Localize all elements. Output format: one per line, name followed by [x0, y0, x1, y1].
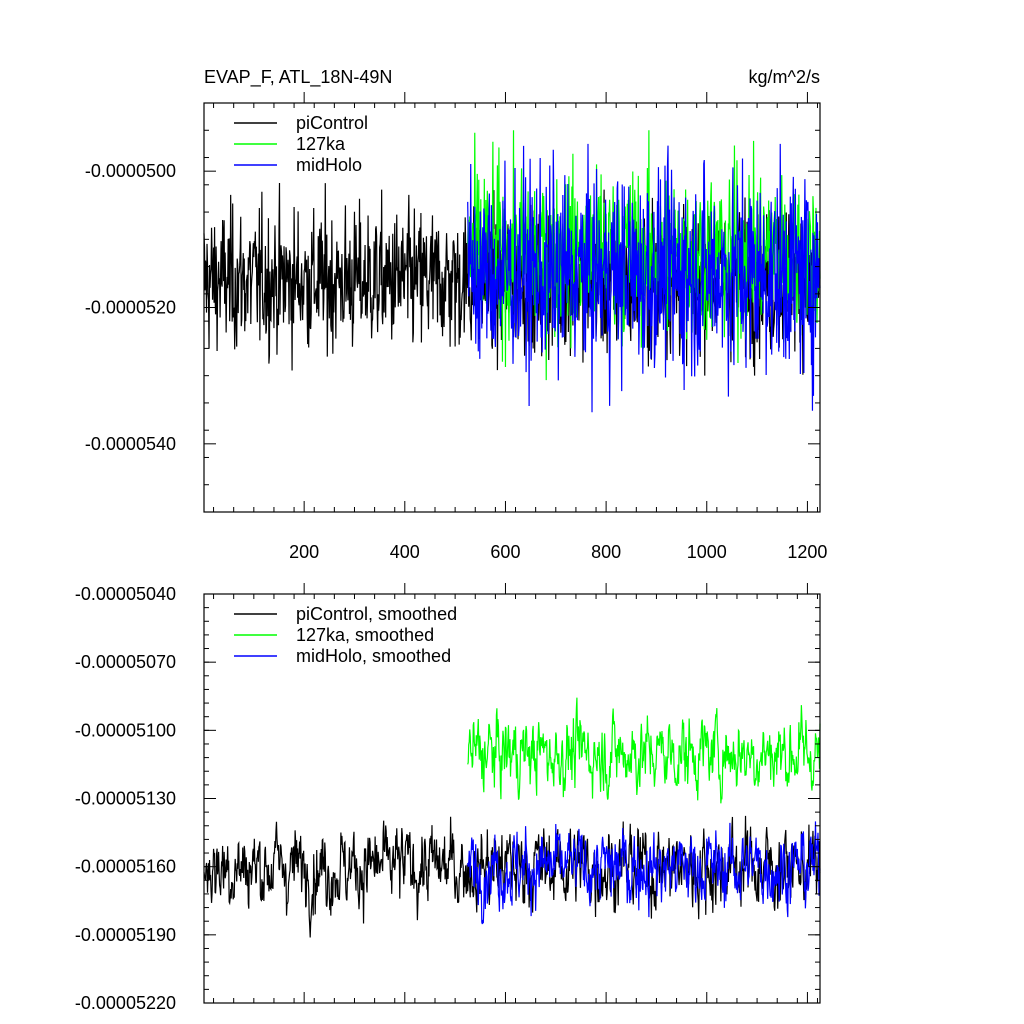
y-tick-label: -0.0000500 [85, 161, 176, 181]
y-tick-label: -0.00005220 [75, 993, 176, 1013]
chart-title: EVAP_F, ATL_18N-49N [204, 67, 392, 88]
x-tick-label: 400 [390, 542, 420, 562]
series-line-2 [467, 697, 821, 804]
y-tick-label: -0.00005040 [75, 584, 176, 604]
legend-label: 127ka [296, 134, 346, 154]
y-tick-label: -0.00005160 [75, 857, 176, 877]
top-axes-frame: -0.0000500 -0.0000520 -0.0000540 200 400 600 8… [85, 92, 827, 562]
legend-label: piControl, smoothed [296, 604, 457, 624]
x-tick-label: 200 [289, 542, 319, 562]
bottom-axes-frame: -0.00005040 -0.00005070 -0.00005100 -0.0000… [75, 583, 821, 1013]
x-tick-label: 1200 [787, 542, 827, 562]
top-series-group [203, 130, 821, 413]
y-tick-label: -0.00005070 [75, 652, 176, 672]
bottom-chart-panel: -0.00005040 -0.00005070 -0.00005100 -0.0000… [75, 583, 821, 1013]
legend-label: midHolo, smoothed [296, 646, 451, 666]
y-tick-label: -0.00005100 [75, 720, 176, 740]
y-tick-label: -0.00005130 [75, 789, 176, 809]
bottom-series-group [203, 697, 821, 938]
series-line-3 [467, 821, 821, 925]
units-label: kg/m^2/s [749, 67, 820, 87]
y-tick-label: -0.00005190 [75, 925, 176, 945]
series-line-3 [467, 143, 821, 413]
x-tick-label: 800 [591, 542, 621, 562]
y-tick-label: -0.0000540 [85, 434, 176, 454]
legend-label: piControl [296, 113, 368, 133]
top-chart-panel: EVAP_F, ATL_18N-49N kg/m^2/s -0.0000500-… [85, 67, 828, 562]
x-tick-label: 1000 [687, 542, 727, 562]
legend-label: midHolo [296, 155, 362, 175]
legend-label: 127ka, smoothed [296, 625, 434, 645]
y-tick-label: -0.0000520 [85, 298, 176, 318]
x-tick-label: 600 [490, 542, 520, 562]
